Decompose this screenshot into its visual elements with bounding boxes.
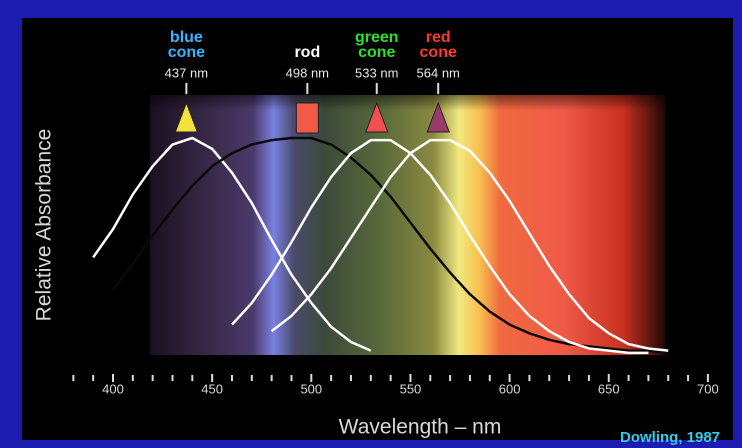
x-tick-label: 400	[102, 381, 124, 396]
peak-label: 533 nm	[355, 65, 398, 80]
x-tick-label: 450	[201, 381, 223, 396]
peak-name: cone	[168, 44, 205, 61]
x-tick-label: 500	[300, 381, 322, 396]
peak-marker	[296, 103, 318, 133]
x-tick-label: 650	[598, 381, 620, 396]
peak-name: cone	[358, 44, 395, 61]
peak-name: cone	[420, 44, 457, 61]
x-axis-label: Wavelength – nm	[339, 416, 502, 439]
peak-label: 564 nm	[417, 65, 460, 80]
x-tick-label: 700	[697, 381, 719, 396]
peak-name: rod	[294, 44, 320, 61]
y-axis-label: Relative Absorbance	[33, 129, 56, 322]
chart: Relative Absorbance Wavelength – nm Dowl…	[0, 0, 742, 448]
page: {"chart_data": { "type": "line", "ylabel…	[0, 0, 742, 448]
peak-label: 437 nm	[165, 65, 208, 80]
x-tick-label: 550	[400, 381, 422, 396]
peak-label: 498 nm	[286, 65, 329, 80]
credit: Dowling, 1987	[620, 429, 720, 446]
x-tick-label: 600	[499, 381, 521, 396]
